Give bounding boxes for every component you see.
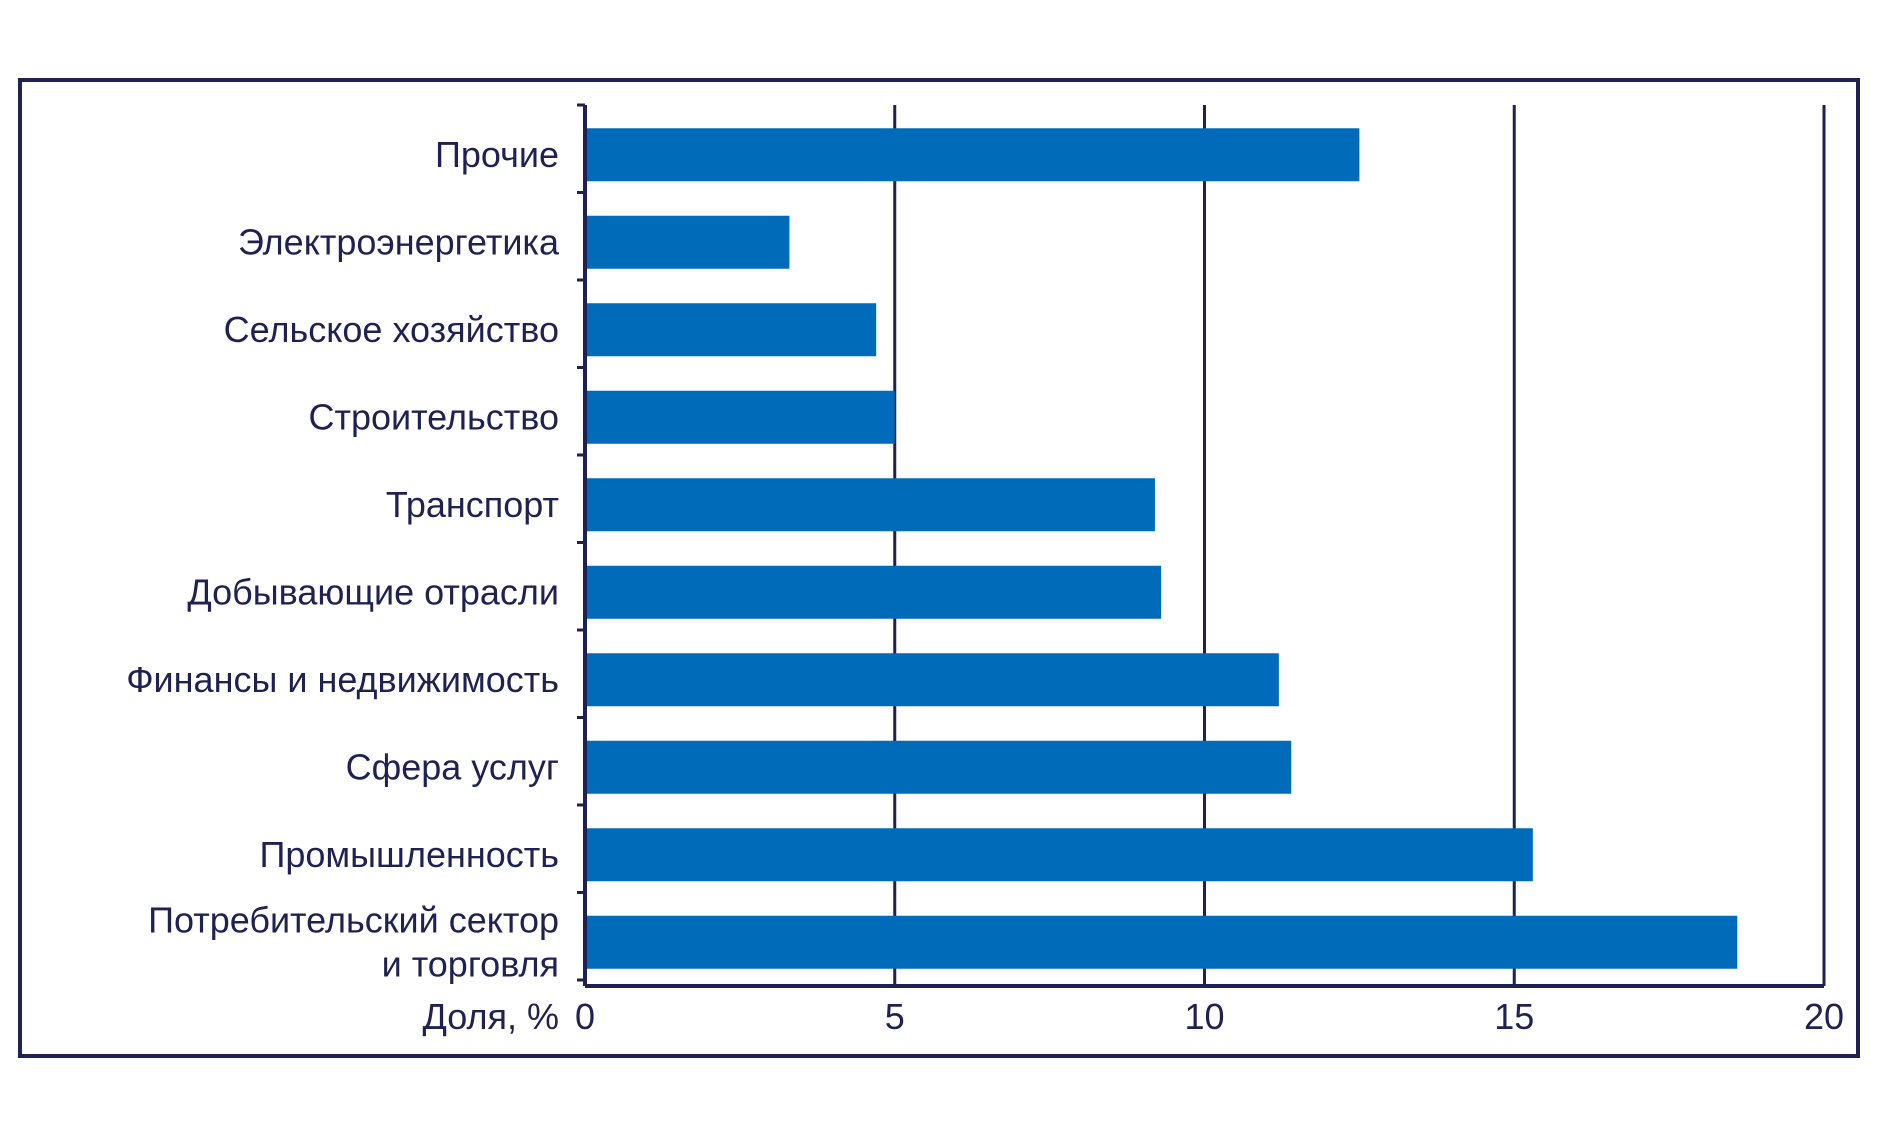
bar (585, 740, 1292, 794)
category-label: Финансы и недвижимость (126, 659, 559, 700)
x-tick-label: 0 (575, 996, 595, 1037)
bars (585, 128, 1738, 969)
x-tick-label: 5 (885, 996, 905, 1037)
bar (585, 478, 1155, 532)
bar (585, 565, 1162, 619)
category-label: Промышленность (260, 834, 559, 875)
category-label: Потребительский сектор и торговля (148, 899, 559, 984)
category-label: Транспорт (386, 484, 559, 525)
labels: 0 5 10 15 20 Прочие Электроэнергетика Сельское … (126, 134, 1844, 1037)
category-label: Сфера услуг (346, 746, 559, 787)
bar (585, 128, 1360, 182)
category-label: Строительство (308, 396, 559, 437)
bar (585, 215, 790, 269)
bar (585, 915, 1738, 969)
x-tick-label: 10 (1184, 996, 1224, 1037)
category-label: Добывающие отрасли (187, 571, 559, 612)
axes (577, 103, 1824, 988)
bar (585, 390, 895, 444)
bar (585, 828, 1533, 882)
category-label: Сельское хозяйство (224, 309, 559, 350)
category-label: Электроэнергетика (238, 221, 560, 262)
x-tick-label: 20 (1804, 996, 1844, 1037)
category-label: Прочие (435, 134, 559, 175)
x-axis-label: Доля, % (422, 996, 559, 1037)
bar (585, 303, 877, 357)
x-tick-label: 15 (1494, 996, 1534, 1037)
bar (585, 653, 1279, 707)
